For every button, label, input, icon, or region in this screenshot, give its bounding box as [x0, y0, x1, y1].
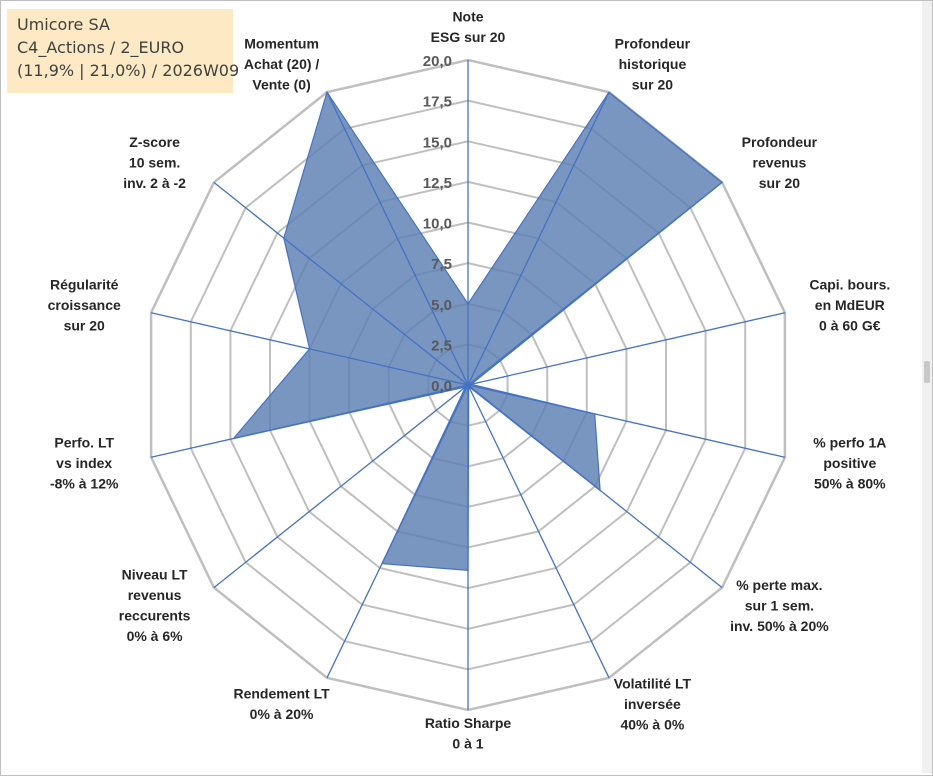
- axis-label-line: sur 20: [64, 318, 105, 334]
- series-area: [231, 90, 724, 571]
- axis-label-line: % perte max.: [736, 577, 822, 593]
- axis-label-line: 0% à 6%: [127, 628, 184, 644]
- axis-label-line: sur 20: [632, 77, 673, 93]
- info-box: Umicore SA C4_Actions / 2_EURO (11,9% | …: [7, 9, 240, 93]
- company-name: Umicore SA: [17, 15, 110, 34]
- axis-label-line: positive: [823, 455, 876, 471]
- radar-series: [150, 60, 786, 710]
- axis-label-line: 40% à 0%: [620, 716, 684, 732]
- radial-tick-labels: 0,0 2,5 5,0 7,5 10,0 12,5 15,0 17,5 20,0: [423, 53, 452, 395]
- axis-spoke: [150, 312, 469, 386]
- axis-label-line: revenus: [128, 587, 182, 603]
- axis-label-line: Rendement LT: [233, 686, 330, 702]
- axis-label-line: 10 sem.: [129, 155, 180, 171]
- axis-label: Profondeur revenus sur 20: [742, 134, 818, 191]
- axis-spoke: [213, 181, 469, 386]
- axis-spoke: [150, 384, 469, 458]
- axis-label-line: 50% à 80%: [814, 476, 886, 492]
- axis-label-line: -8% à 12%: [50, 476, 119, 492]
- axis-spoke: [467, 384, 786, 458]
- axis-spoke: [467, 384, 610, 679]
- axis-category-labels: Note ESG sur 20 Profondeur historique sur 20…: [48, 9, 891, 752]
- axis-label-line: revenus: [753, 155, 807, 171]
- portfolio-line: C4_Actions / 2_EURO: [17, 38, 185, 57]
- axis-spoke: [326, 91, 469, 386]
- axis-spoke: [467, 91, 610, 386]
- axis-label-line: croissance: [48, 297, 121, 313]
- axis-label-line: inv. 2 à -2: [123, 175, 186, 191]
- vertical-scrollbar[interactable]: [922, 1, 932, 773]
- tick-label: 7,5: [431, 256, 452, 273]
- axis-label-line: inv. 50% à 20%: [730, 618, 829, 634]
- axis-label: Profondeur historique sur 20: [615, 36, 691, 93]
- axis-label: Momentum Achat (20) / Vente (0): [244, 36, 320, 93]
- axis-label-line: inversée: [624, 696, 681, 712]
- axis-label: % perfo 1A positive 50% à 80%: [813, 435, 886, 492]
- axis-label-line: Perfo. LT: [54, 435, 114, 451]
- tick-label: 5,0: [431, 297, 452, 314]
- axis-label: Note ESG sur 20: [431, 9, 506, 46]
- axis-spoke: [326, 384, 469, 679]
- axis-label: Ratio Sharpe 0 à 1: [425, 715, 512, 752]
- tick-label: 10,0: [423, 216, 452, 233]
- tick-label: 15,0: [423, 134, 452, 151]
- axis-label: Z-score 10 sem. inv. 2 à -2: [123, 134, 186, 191]
- axis-label-line: 0 à 1: [452, 736, 483, 752]
- axis-label-line: Z-score: [129, 134, 180, 150]
- axis-label-line: Niveau LT: [122, 567, 188, 583]
- axis-label-line: historique: [619, 56, 687, 72]
- axis-label-line: Momentum: [244, 36, 319, 52]
- axis-label-line: Achat (20) /: [244, 56, 320, 72]
- axis-spoke: [467, 384, 723, 589]
- axis-label: Régularité croissance sur 20: [48, 277, 121, 334]
- axis-label-line: Profondeur: [615, 36, 691, 52]
- axis-label-line: Ratio Sharpe: [425, 715, 512, 731]
- axis-label: % perte max. sur 1 sem. inv. 50% à 20%: [730, 577, 829, 634]
- axis-label-line: 0 à 60 G€: [819, 318, 881, 334]
- axis-spoke: [213, 384, 469, 589]
- axis-label-line: Vente (0): [252, 77, 310, 93]
- axis-spoke: [467, 312, 786, 386]
- axis-label-line: reccurents: [119, 608, 191, 624]
- tick-label: 20,0: [423, 53, 452, 70]
- tick-label: 17,5: [423, 94, 452, 111]
- axis-spoke: [467, 181, 723, 386]
- axis-label: Niveau LT revenus reccurents 0% à 6%: [119, 567, 191, 645]
- axis-label-line: 0% à 20%: [250, 706, 314, 722]
- axis-label: Rendement LT 0% à 20%: [233, 686, 330, 723]
- axis-label-line: Volatilité LT: [614, 675, 692, 691]
- tick-label: 12,5: [423, 175, 452, 192]
- stats-line: (11,9% | 21,0%) / 2026W09: [17, 61, 240, 80]
- axis-label: Volatilité LT inversée 40% à 0%: [614, 675, 692, 732]
- axis-label-line: sur 20: [759, 175, 800, 191]
- axis-label-line: sur 1 sem.: [745, 597, 814, 613]
- axis-label-line: Note: [452, 9, 483, 25]
- axis-label: Capi. bours. en MdEUR 0 à 60 G€: [809, 277, 890, 334]
- axis-label-line: vs index: [56, 455, 112, 471]
- axis-label: Perfo. LT vs index -8% à 12%: [50, 435, 119, 492]
- scrollbar-thumb[interactable]: [924, 361, 930, 383]
- axis-label-line: Capi. bours.: [809, 277, 890, 293]
- axis-label-line: Profondeur: [742, 134, 818, 150]
- tick-label: 0,0: [431, 378, 452, 395]
- tick-label: 2,5: [431, 337, 452, 354]
- axis-label-line: ESG sur 20: [431, 29, 506, 45]
- axis-label-line: % perfo 1A: [813, 435, 886, 451]
- axis-label-line: en MdEUR: [815, 297, 885, 313]
- axis-label-line: Régularité: [50, 277, 119, 293]
